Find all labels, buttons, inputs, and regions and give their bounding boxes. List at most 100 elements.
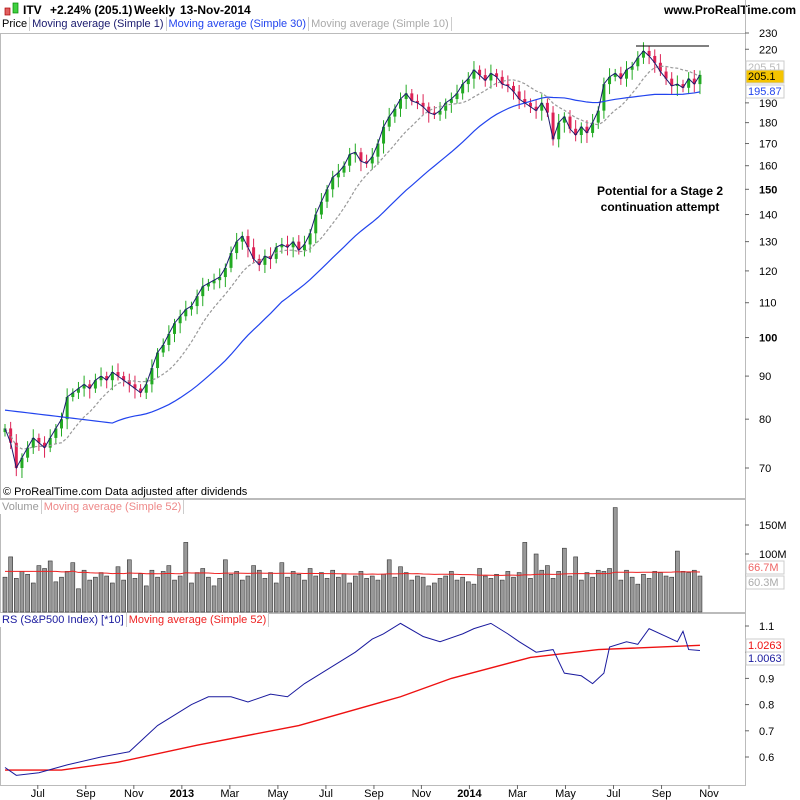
candle-body: [585, 126, 589, 133]
candle-body: [658, 62, 662, 72]
volume-bar: [206, 576, 211, 613]
volume-bar: [488, 578, 494, 613]
volume-bar: [8, 556, 13, 613]
x-tick-label: 2014: [457, 788, 482, 800]
candle-body: [26, 447, 30, 458]
period[interactable]: Weekly: [134, 3, 176, 17]
volume-bar: [675, 550, 680, 613]
candle-body: [93, 380, 97, 389]
candle-body: [466, 78, 470, 85]
legend-volume[interactable]: Volume: [0, 500, 42, 514]
volume-bar: [256, 569, 262, 613]
volume-bar: [369, 575, 375, 613]
volume-bar: [426, 585, 432, 613]
candle-body: [636, 57, 640, 67]
candle-body: [438, 110, 442, 115]
volume-bar: [228, 573, 234, 613]
volume-bar: [132, 578, 138, 613]
legend-rs-ma52[interactable]: Moving average (Simple 52): [126, 613, 270, 627]
volume-bar: [386, 559, 392, 613]
candle-body: [483, 75, 487, 81]
rs-legend: RS (S&P500 Index) [*10] Moving average (S…: [0, 613, 270, 627]
candle-body: [670, 78, 674, 86]
ma30-value-label-box: [745, 84, 785, 99]
volume-bar: [98, 572, 104, 613]
legend-volume-ma52[interactable]: Moving average (Simple 52): [41, 500, 185, 514]
candle-body: [608, 76, 612, 85]
candle-body: [184, 309, 188, 317]
volume-bar: [273, 582, 279, 613]
volume-bar: [669, 576, 675, 613]
rs-tick-label: 0.8: [759, 700, 774, 712]
volume-bar: [624, 569, 629, 613]
candle-body: [653, 55, 657, 63]
candle-body: [461, 84, 465, 94]
volume-bar: [115, 566, 121, 613]
candle-body: [235, 241, 239, 254]
candle-body: [562, 116, 566, 123]
volume-bar: [223, 559, 228, 613]
candle-body: [314, 214, 318, 234]
x-tick-label: Sep: [364, 788, 384, 800]
legend-ma30[interactable]: Moving average (Simple 30): [167, 17, 310, 31]
candle-body: [263, 255, 267, 265]
candle-body: [675, 84, 679, 86]
volume-bar: [87, 579, 93, 613]
candle-body: [455, 93, 459, 100]
volume-bar: [19, 571, 25, 613]
volume-bar: [245, 575, 251, 613]
candle-body: [212, 280, 216, 284]
candle-body: [37, 437, 41, 443]
volume-bar: [347, 582, 352, 613]
candle-body: [229, 253, 233, 268]
volume-bar: [14, 578, 19, 613]
candle-body: [139, 388, 143, 393]
candle-body: [127, 380, 131, 385]
x-tick-label: Nov: [412, 788, 432, 800]
volume-legend: Volume Moving average (Simple 52): [0, 500, 185, 514]
volume-bar: [443, 575, 449, 613]
candle-body: [173, 323, 176, 334]
volume-bar: [590, 576, 595, 613]
candle-body: [60, 419, 63, 429]
candle-body: [319, 201, 323, 215]
volume-tick-label: 100M: [759, 549, 787, 561]
candle-body: [545, 102, 549, 113]
legend-ma10[interactable]: Moving average (Simple 10): [309, 17, 452, 31]
site-link[interactable]: www.ProRealTime.com: [663, 3, 796, 17]
volume-bar: [573, 556, 578, 613]
volume-bar: [567, 575, 573, 613]
candle-body: [625, 69, 628, 79]
volume-bar: [76, 588, 81, 613]
volume-bar: [110, 582, 115, 613]
volume-bar: [42, 568, 47, 613]
volume-bar: [2, 576, 8, 613]
price-tick-label: 130: [759, 237, 777, 249]
price-tick-label: 120: [759, 266, 777, 278]
candle-body: [512, 85, 515, 92]
volume-bar: [319, 572, 324, 613]
volume-bar: [545, 565, 550, 613]
rs-tick-label: 0.6: [759, 752, 774, 764]
volume-bar: [562, 547, 567, 613]
volume-bar: [612, 507, 618, 613]
legend-ma1[interactable]: Moving average (Simple 1): [30, 17, 167, 31]
volume-bar: [449, 571, 454, 613]
legend-price[interactable]: Price: [0, 17, 31, 31]
volume-bar: [403, 572, 409, 613]
x-tick-label: Mar: [220, 788, 239, 800]
volume-bar: [155, 576, 160, 613]
volume-bar: [686, 572, 691, 613]
candle-body: [348, 154, 352, 166]
volume-bar: [64, 571, 70, 613]
volume-value-label: 60.3M: [748, 577, 779, 589]
x-tick-label: Sep: [76, 788, 96, 800]
candle-body: [517, 91, 521, 100]
volume-bar: [268, 572, 273, 613]
volume-bar: [533, 553, 539, 613]
date: 13-Nov-2014: [180, 3, 251, 17]
legend-rs[interactable]: RS (S&P500 Index) [*10]: [0, 613, 127, 627]
candle-body: [246, 236, 250, 248]
candle-body: [630, 66, 634, 70]
